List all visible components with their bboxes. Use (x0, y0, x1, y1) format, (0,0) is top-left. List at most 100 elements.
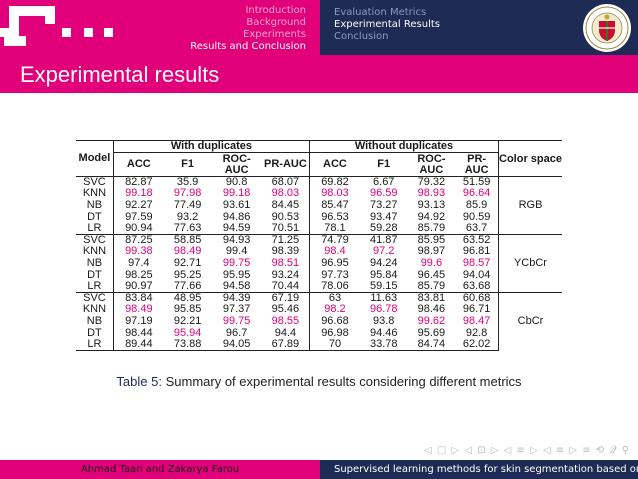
cell-metric-value: 73.27 (369, 198, 398, 211)
section-link-experiments[interactable]: Experiments (243, 29, 306, 40)
caption-text: Summary of experimental results consider… (165, 374, 522, 389)
cell-metric-value: 92.8 (465, 326, 488, 339)
cell-metric-value: 77.49 (173, 198, 202, 211)
table-row: DT 97.59 93.2 94.86 90.53 96.53 93.47 94.92 90.5… (76, 211, 562, 223)
beamer-nav-symbols[interactable]: ◁ □ ▷ ◁ ⊡ ▷ ◁ ≡ ▷ ◁ ≡ ▷ ≡ ⟲ 𝒬 ⚲ (424, 445, 631, 456)
cell-metric-value: 93.8 (373, 314, 395, 327)
table-row: SVC 83.84 48.95 94.39 67.19 63 11.63 83.81 60.68… (76, 291, 562, 351)
section-link-introduction[interactable]: Introduction (245, 5, 306, 16)
cell-metric-value: 95.69 (417, 326, 446, 339)
cell-metric-value: 98.47 (462, 314, 491, 327)
cell-metric-value: 96.95 (309, 258, 360, 270)
subsection-link-results[interactable]: Experimental Results (334, 19, 440, 30)
university-seal-icon (583, 4, 631, 52)
cell-metric-value: 96.98 (309, 327, 360, 339)
cell-metric-value: 96.71 (462, 303, 491, 316)
cell-model: DT (87, 210, 102, 223)
cell-metric-value: 67.19 (261, 291, 310, 305)
cell-metric-value: 59.15 (369, 279, 398, 292)
table-row: NB 92.27 77.49 93.61 84.45 85.47 73.27 93.13 85.… (76, 200, 562, 212)
cell-metric-value: 78.06 (309, 281, 360, 293)
cell-model: KNN (82, 303, 107, 316)
cell-metric-value: 90.94 (112, 223, 164, 235)
cell-model: LR (87, 279, 102, 292)
cell-metric-value: 95.94 (173, 326, 202, 339)
cell-metric-value: 73.88 (163, 339, 212, 351)
cell-metric-value: 96.7 (225, 326, 248, 339)
cell-metric-value: 98.97 (417, 245, 446, 258)
subsection-link-conclusion[interactable]: Conclusion (334, 31, 389, 42)
cell-metric-value: 97.98 (173, 187, 202, 200)
table-group-cbcr: SVC 83.84 48.95 94.39 67.19 63 11.63 83.81 60.68… (76, 291, 562, 351)
cell-metric-value: 90.97 (112, 281, 164, 293)
cell-metric-value: 94.58 (222, 279, 251, 292)
cell-metric-value: 98.49 (173, 245, 202, 258)
cell-metric-value: 63.68 (462, 279, 491, 292)
cell-metric-value: 59.28 (369, 221, 398, 234)
cell-metric-value: 96.59 (369, 187, 398, 200)
cell-metric-value: 33.78 (359, 339, 408, 351)
cell-metric-value: 94.86 (222, 210, 251, 223)
cell-metric-value: 51.59 (455, 176, 499, 189)
subsection-link-evaluation[interactable]: Evaluation Metrics (334, 7, 427, 18)
cell-metric-value: 97.4 (112, 258, 164, 270)
table-row: NB 97.4 92.71 99.75 98.51 96.95 94.24 99.6 98.57 (76, 258, 562, 270)
cell-metric-value: 69.82 (309, 176, 360, 189)
cell-metric-value: 96.68 (309, 316, 360, 328)
cell-metric-value: 99.6 (420, 256, 443, 269)
cell-model: SVC (76, 176, 114, 189)
col-header-model: Model (76, 140, 114, 177)
col-header-acc: ACC (112, 152, 164, 177)
cell-metric-value: 97.73 (309, 269, 360, 281)
cell-metric-value: 89.44 (112, 339, 164, 351)
col-header-pr-auc: PR-AUC (455, 152, 499, 177)
cell-metric-value: 99.38 (112, 246, 164, 258)
cell-metric-value: 68.07 (261, 176, 310, 189)
cell-model: LR (76, 339, 114, 351)
section-link-background[interactable]: Background (246, 17, 306, 28)
cell-model: SVC (76, 233, 114, 247)
cell-metric-value: 70.51 (271, 221, 300, 234)
cell-metric-value: 94.39 (211, 291, 262, 305)
col-header-color-space: Color space (497, 140, 562, 177)
cell-metric-value: 90.53 (271, 210, 300, 223)
cell-metric-value: 94.59 (222, 221, 251, 234)
cell-metric-value: 92.21 (173, 314, 202, 327)
cell-metric-value: 67.89 (261, 339, 310, 351)
header-left-panel: Introduction Background Experiments Resu… (0, 0, 320, 55)
cell-color-space: YCbCr (497, 233, 562, 293)
footer-title: Supervised learning methods for skin seg… (320, 460, 638, 479)
col-header-f1: F1 (359, 152, 408, 177)
table-row: KNN 99.38 98.49 99.4 98.39 98.4 97.2 98.97 96.81 (76, 246, 562, 258)
cell-metric-value: 84.74 (407, 339, 456, 351)
cell-metric-value: 95.85 (173, 303, 202, 316)
cell-metric-value: 99.18 (112, 188, 164, 200)
cell-metric-value: 48.95 (163, 291, 212, 305)
cell-metric-value: 78.1 (309, 223, 360, 235)
cell-metric-value: 98.44 (112, 327, 164, 339)
cell-metric-value: 77.66 (173, 279, 202, 292)
slide-title: Experimental results (20, 62, 220, 87)
section-link-results[interactable]: Results and Conclusion (190, 41, 306, 52)
cell-metric-value: 99.75 (222, 256, 251, 269)
cell-metric-value: 99.4 (225, 245, 248, 258)
cell-metric-value: 99.18 (222, 187, 251, 200)
cell-metric-value: 92.27 (112, 200, 164, 212)
cell-metric-value: 97.37 (222, 303, 251, 316)
cell-metric-value: 98.2 (309, 304, 360, 316)
cell-metric-value: 11.63 (359, 291, 408, 305)
cell-metric-value: 60.68 (455, 291, 499, 305)
cell-metric-value: 95.25 (173, 268, 202, 281)
cell-metric-value: 74.79 (309, 233, 360, 247)
col-header-f1: F1 (163, 152, 212, 177)
col-header-acc: ACC (309, 152, 360, 177)
header-right-panel: Evaluation Metrics Experimental Results … (320, 0, 638, 55)
cell-metric-value: 98.03 (271, 187, 300, 200)
cell-model: KNN (82, 245, 107, 258)
cell-metric-value: 90.59 (462, 210, 491, 223)
cell-metric-value: 94.05 (211, 339, 262, 351)
cell-metric-value: 98.93 (417, 187, 446, 200)
cell-metric-value: 93.13 (417, 198, 446, 211)
cell-metric-value: 63.52 (455, 233, 499, 247)
cell-metric-value: 70.44 (271, 279, 300, 292)
